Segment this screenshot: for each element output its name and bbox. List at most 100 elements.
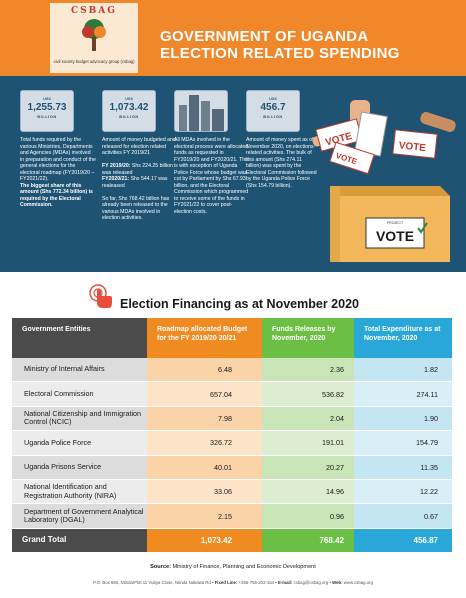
stat-closing: So far, Shs 768.42 billion has already b… <box>102 195 170 222</box>
footer-phone: +256-755-203-154 • <box>238 580 277 585</box>
section-title: Election Financing as at November 2020 <box>120 297 359 311</box>
cell-total-expenditure: 456.87 <box>354 528 452 553</box>
cell-total-budget: 1,073.42 <box>147 528 262 553</box>
table-row: Electoral Commission 657.04 536.82 274.1… <box>12 382 452 407</box>
cell-expenditure: 12.22 <box>354 479 452 504</box>
source-note: Source: Ministry of Finance, Planning an… <box>0 564 466 570</box>
footer-email-label: E-mail: <box>277 580 293 585</box>
cell-budget: 6.48 <box>147 358 262 382</box>
cell-budget: 40.01 <box>147 455 262 479</box>
cell-releases: 14.96 <box>262 479 354 504</box>
footer-contact: P.O. Box 660, Ntinda/Plot 11 Vubya Close… <box>0 580 466 585</box>
cell-expenditure: 1.82 <box>354 358 452 382</box>
cell-entity: Electoral Commission <box>12 382 147 406</box>
header-releases: Funds Releases by November, 2020 <box>262 318 354 358</box>
amount-badge: UGX 1,255.73 BILLION <box>20 90 74 132</box>
stat-budget-released: UGX 1,073.42 BILLION Amount of money bud… <box>102 90 178 222</box>
footer-address: P.O. Box 660, Ntinda/Plot 11 Vubya Close… <box>93 580 214 585</box>
cell-entity: Ministry of Internal Affairs <box>12 358 147 382</box>
badge-currency: UGX <box>43 97 51 101</box>
cell-expenditure: 1.90 <box>354 406 452 431</box>
table-row: Ministry of Internal Affairs 6.48 2.36 1… <box>12 358 452 383</box>
ballot-text: VOTE <box>398 140 427 154</box>
tree-icon <box>82 19 106 51</box>
source-text: Ministry of Finance, Planning and Econom… <box>172 564 316 570</box>
table-row: Uganda Prisons Service 40.01 20.27 11.35 <box>12 455 452 480</box>
header-expenditure: Total Expenditure as at November, 2020 <box>354 318 452 358</box>
ballot-box-illustration: VOTE VOTE VOTE PROJECT VOTE <box>312 100 456 262</box>
election-financing-table: Government Entities Roadmap allocated Bu… <box>12 318 452 554</box>
header-budget: Roadmap allocated Budget for the FY 2019… <box>147 318 262 358</box>
stat-text: Amount of money budgeted and released fo… <box>102 137 176 156</box>
table-row: Department of Government Analytical Labo… <box>12 504 452 529</box>
cell-entity: Uganda Prisons Service <box>12 455 147 479</box>
stat-text: Amount of money spent as of November 202… <box>246 137 317 189</box>
badge-amount: 456.7 <box>260 102 286 113</box>
cell-budget: 326.72 <box>147 431 262 455</box>
fy-text: Shs 224.25 billion was released <box>102 163 173 176</box>
box-tag: PROJECT <box>387 221 404 225</box>
pointing-hand-icon <box>89 284 112 308</box>
cell-entity: Department of Government Analytical Labo… <box>12 504 147 528</box>
badge-unit: BILLION <box>119 114 139 119</box>
fy-label: FY2020/21: <box>102 176 130 182</box>
footer-phone-label: Fixed Line: <box>214 580 238 585</box>
stat-allocations: All MDAs involved in the electoral proce… <box>174 90 250 215</box>
amount-badge: UGX 1,073.42 BILLION <box>102 90 156 132</box>
cell-expenditure: 0.67 <box>354 504 452 528</box>
stat-description: Total funds required by the various Mini… <box>20 137 96 209</box>
table-header: Government Entities Roadmap allocated Bu… <box>12 318 452 358</box>
badge-currency: UGX <box>125 97 133 101</box>
stat-emphasis: The biggest share of this amount (Shs 77… <box>20 182 93 209</box>
table-row: National Identification and Registration… <box>12 479 452 505</box>
badge-currency: UGX <box>269 97 277 101</box>
table-total-row: Grand Total 1,073.42 768.42 456.87 <box>12 528 452 554</box>
cell-releases: 2.36 <box>262 358 354 382</box>
stat-text: All MDAs involved in the electoral proce… <box>174 137 249 215</box>
cell-entity: Uganda Police Force <box>12 431 147 455</box>
stat-description: Amount of money budgeted and released fo… <box>102 137 178 222</box>
cell-releases: 0.96 <box>262 504 354 528</box>
cell-total-label: Grand Total <box>12 528 147 553</box>
cell-entity: National Citizenship and Immigration Con… <box>12 406 147 431</box>
cell-releases: 191.01 <box>262 431 354 455</box>
fy-text: Shs 544.17 was realeased <box>102 176 168 189</box>
footer-web-label: Web: <box>332 580 343 585</box>
logo-caption: civil society budget advocacy group (csb… <box>53 59 135 64</box>
cell-expenditure: 274.11 <box>354 382 452 406</box>
footer-email[interactable]: csbag@csbag.org • <box>293 580 331 585</box>
cell-budget: 33.06 <box>147 479 262 504</box>
source-label: Source: <box>150 564 171 570</box>
badge-unit: BILLION <box>263 114 283 119</box>
cell-budget: 657.04 <box>147 382 262 406</box>
cell-budget: 2.15 <box>147 504 262 528</box>
amount-badge <box>174 90 228 132</box>
header-entities: Government Entities <box>12 318 147 358</box>
cell-releases: 536.82 <box>262 382 354 406</box>
table-row: National Citizenship and Immigration Con… <box>12 406 452 432</box>
csbag-logo: CSBAG civil society budget advocacy grou… <box>50 3 138 73</box>
page-title: GOVERNMENT OF UGANDA ELECTION RELATED SP… <box>160 28 400 62</box>
stat-spent: UGX 456.7 BILLION Amount of money spent … <box>246 90 318 189</box>
title-line-1: GOVERNMENT OF UGANDA <box>160 28 369 45</box>
header-banner: CSBAG civil society budget advocacy grou… <box>0 0 466 76</box>
badge-unit: BILLION <box>37 114 57 119</box>
cell-expenditure: 11.35 <box>354 455 452 479</box>
cell-entity: National Identification and Registration… <box>12 479 147 504</box>
cell-releases: 20.27 <box>262 455 354 479</box>
box-label: VOTE <box>376 228 414 244</box>
logo-word: CSBAG <box>71 6 117 16</box>
cell-total-releases: 768.42 <box>262 528 354 553</box>
table-row: Uganda Police Force 326.72 191.01 154.79 <box>12 431 452 456</box>
cell-budget: 7.98 <box>147 406 262 431</box>
cell-releases: 2.04 <box>262 406 354 431</box>
amount-badge: UGX 456.7 BILLION <box>246 90 300 132</box>
stat-total-required: UGX 1,255.73 BILLION Total funds require… <box>20 90 96 209</box>
fy-label: FY 2019/20: <box>102 163 131 169</box>
footer-website[interactable]: www.csbag.org <box>343 580 373 585</box>
badge-amount: 1,255.73 <box>27 102 67 113</box>
title-line-2: ELECTION RELATED SPENDING <box>160 45 400 62</box>
stat-text: Total funds required by the various Mini… <box>20 137 96 182</box>
badge-amount: 1,073.42 <box>109 102 149 113</box>
cell-expenditure: 154.79 <box>354 431 452 455</box>
